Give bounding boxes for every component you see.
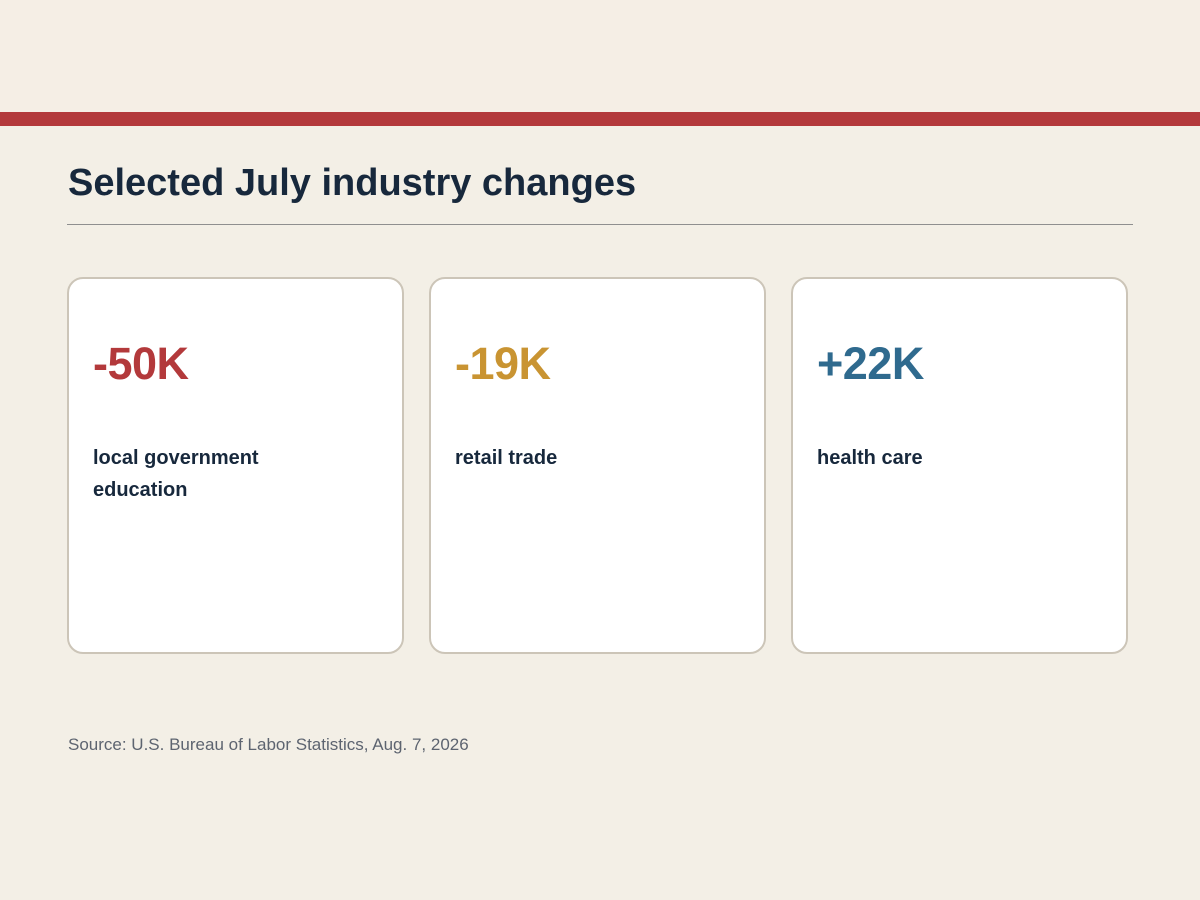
stat-card-health-care: +22K health care	[791, 277, 1128, 654]
stat-value: -50K	[93, 338, 189, 389]
stat-label: retail trade	[455, 447, 558, 469]
accent-bar	[0, 112, 1200, 126]
stat-value: +22K	[817, 338, 924, 389]
stat-label: local government education	[93, 447, 259, 501]
page-title: Selected July industry changes	[68, 162, 637, 204]
title-divider	[67, 224, 1133, 225]
source-note: Source: U.S. Bureau of Labor Statistics,…	[68, 735, 469, 754]
stat-label: health care	[817, 447, 923, 469]
stat-card-retail-trade: -19K retail trade	[429, 277, 766, 654]
stat-value: -19K	[455, 338, 551, 389]
stat-card-local-government-education: -50K local government education	[67, 277, 404, 654]
top-band	[0, 0, 1200, 112]
